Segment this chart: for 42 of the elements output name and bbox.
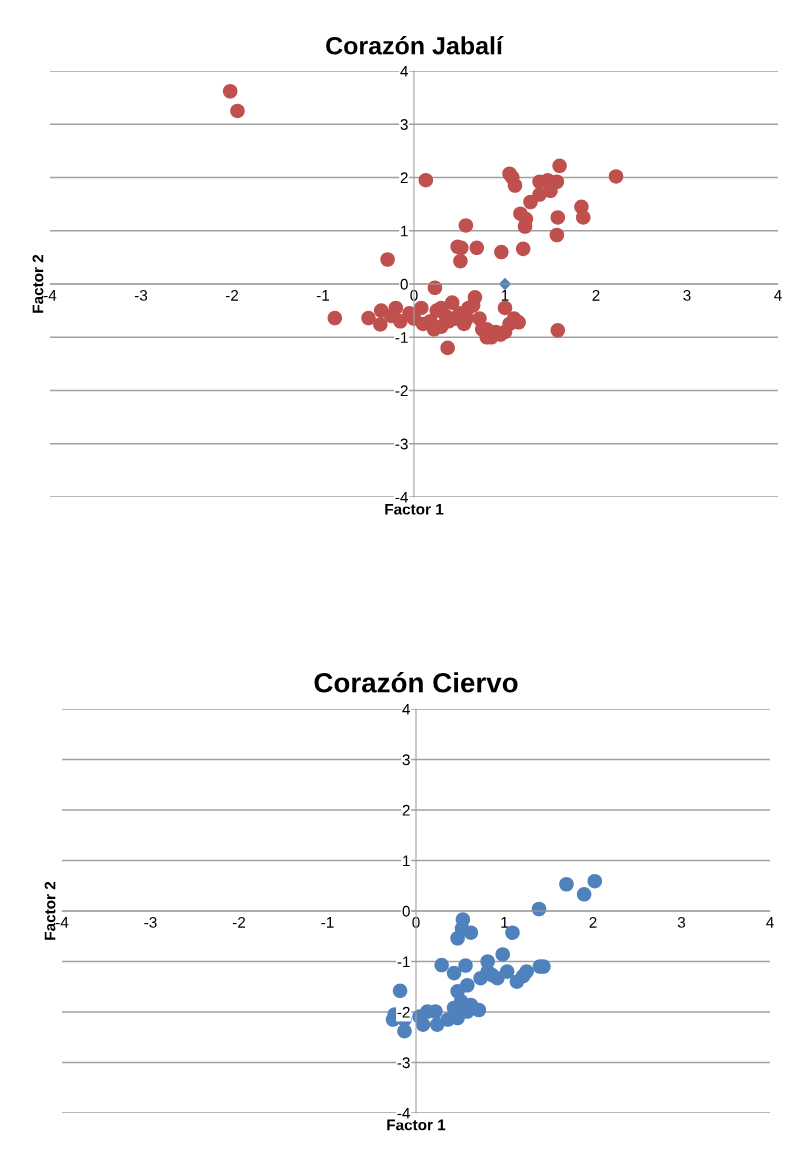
y-tick-label: -2	[397, 1006, 410, 1018]
y-tick-label: 3	[400, 119, 408, 130]
y-axis-title: Factor 2	[44, 881, 56, 940]
y-tick-label: -3	[397, 1057, 410, 1069]
x-tick-label: 0	[410, 289, 418, 301]
x-tick-label: 3	[683, 289, 691, 301]
y-tick-label: -4	[397, 1108, 410, 1119]
y-tick-label: -2	[395, 385, 408, 397]
y-tick-label: 2	[402, 804, 410, 816]
x-tick-label: 0	[412, 916, 420, 928]
x-tick-label: -1	[321, 917, 334, 928]
x-tick-label: 3	[677, 916, 686, 928]
x-tick-label: 1	[501, 917, 508, 928]
y-tick-label: 1	[403, 855, 410, 867]
x-tick-label: -2	[225, 289, 239, 301]
x-tick-label: 2	[589, 916, 597, 928]
y-tick-label: 0	[402, 905, 410, 917]
x-tick-label: -3	[144, 916, 157, 928]
y-tick-label: -3	[395, 438, 408, 450]
y-tick-label: -4	[395, 492, 408, 503]
y-tick-label: -1	[397, 956, 410, 968]
x-tick-label: -4	[55, 917, 69, 928]
y-axis-title: Factor 2	[32, 254, 44, 313]
x-tick-label: 2	[592, 289, 600, 301]
x-tick-label: -2	[232, 916, 246, 928]
chart-title: Corazón Jabalí	[326, 36, 504, 55]
x-tick-label: -4	[43, 290, 57, 301]
y-tick-label: 2	[400, 172, 408, 184]
x-tick-label: 4	[766, 917, 774, 928]
x-tick-label: -1	[316, 290, 330, 301]
y-tick-label: 4	[402, 704, 410, 715]
y-tick-label: 4	[400, 66, 408, 77]
y-tick-label: 0	[400, 278, 408, 290]
x-axis-title: Factor 1	[385, 503, 444, 515]
y-tick-label: -1	[395, 332, 408, 343]
y-tick-label: 3	[402, 754, 410, 766]
x-tick-label: 1	[501, 290, 509, 301]
chart-title: Corazón Ciervo	[314, 671, 518, 693]
x-tick-label: -3	[134, 289, 148, 301]
x-tick-label: 4	[774, 290, 782, 301]
x-axis-title: Factor 1	[387, 1119, 446, 1131]
y-tick-label: 1	[401, 225, 408, 237]
